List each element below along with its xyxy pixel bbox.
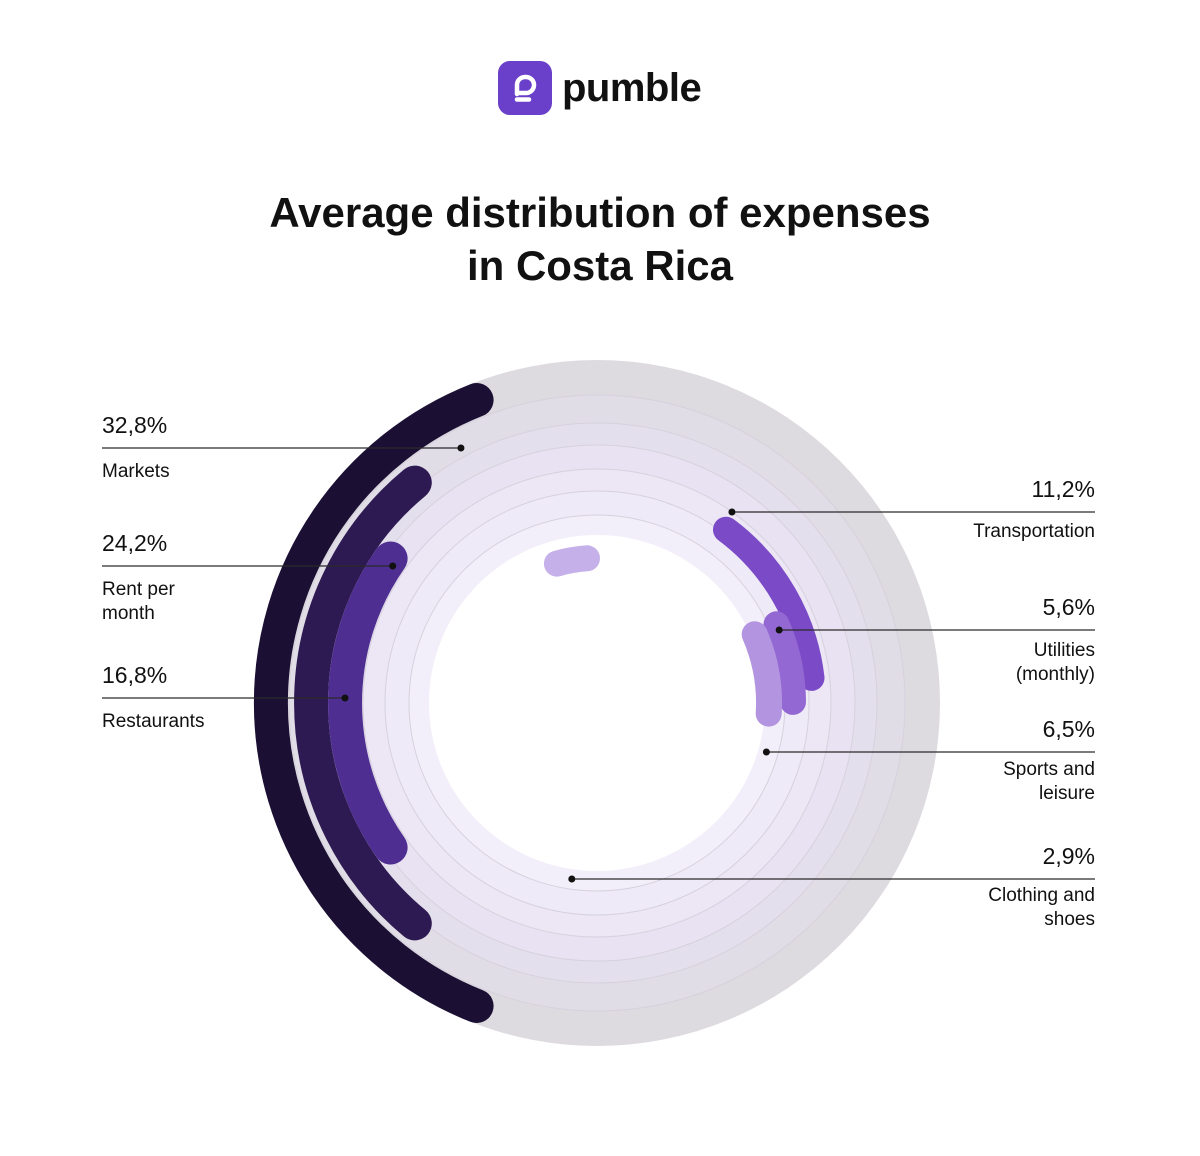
category-label-line: Rent per [102, 579, 175, 600]
brand-logo: pumble [498, 60, 702, 116]
value-label: 5,6% [1042, 594, 1095, 620]
category-label-line: Transportation [973, 521, 1095, 542]
arc-sports-and-leisure [741, 621, 783, 727]
arc-transportation [713, 516, 825, 691]
leader-dot [775, 626, 783, 634]
category-label: Rent per month [102, 578, 175, 626]
category-label-line: shoes [1044, 909, 1095, 930]
arc-rent-per-month [294, 465, 432, 941]
value-label: 16,8% [102, 662, 168, 688]
value-label: 11,2% [1031, 476, 1095, 502]
category-label: Restaurants [102, 710, 204, 734]
brand-name: pumble [562, 65, 702, 110]
leader-dot [568, 875, 576, 883]
leader-dot [389, 562, 397, 570]
chart-title-line-2: in Costa Rica [466, 242, 734, 289]
category-label-line: month [102, 603, 155, 624]
category-label: Utilities (monthly) [1016, 639, 1095, 687]
value-label: 2,9% [1042, 843, 1095, 869]
arc-markets [253, 383, 494, 1023]
background-ring-7 [429, 535, 765, 871]
category-label-line: Utilities [1033, 640, 1095, 661]
leader-dot [762, 748, 770, 756]
category-label: Clothing and shoes [988, 884, 1095, 932]
leader-dot [728, 508, 736, 516]
chart-title: Average distribution of expenses in Cost… [0, 186, 1200, 292]
value-label: 32,8% [102, 412, 168, 438]
arc-restaurants [328, 541, 408, 865]
category-label: Transportation [973, 520, 1095, 544]
category-label-line: (monthly) [1015, 664, 1095, 685]
value-label: 24,2% [102, 530, 168, 556]
category-label-line: Sports and [1003, 759, 1095, 780]
value-label: 6,5% [1042, 716, 1095, 742]
chart-title-line-1: Average distribution of expenses [269, 189, 931, 236]
arc-clothing-and-shoes [543, 545, 600, 577]
category-label: Sports and leisure [1003, 758, 1095, 806]
category-label-line: leisure [1039, 783, 1095, 804]
category-label-line: Markets [102, 461, 170, 482]
leader-dot [457, 444, 465, 452]
category-label-line: Clothing and [988, 885, 1095, 906]
pumble-logo-icon [498, 61, 552, 115]
leader-dot [341, 694, 349, 702]
category-label-line: Restaurants [102, 711, 205, 732]
category-label: Markets [102, 460, 170, 484]
